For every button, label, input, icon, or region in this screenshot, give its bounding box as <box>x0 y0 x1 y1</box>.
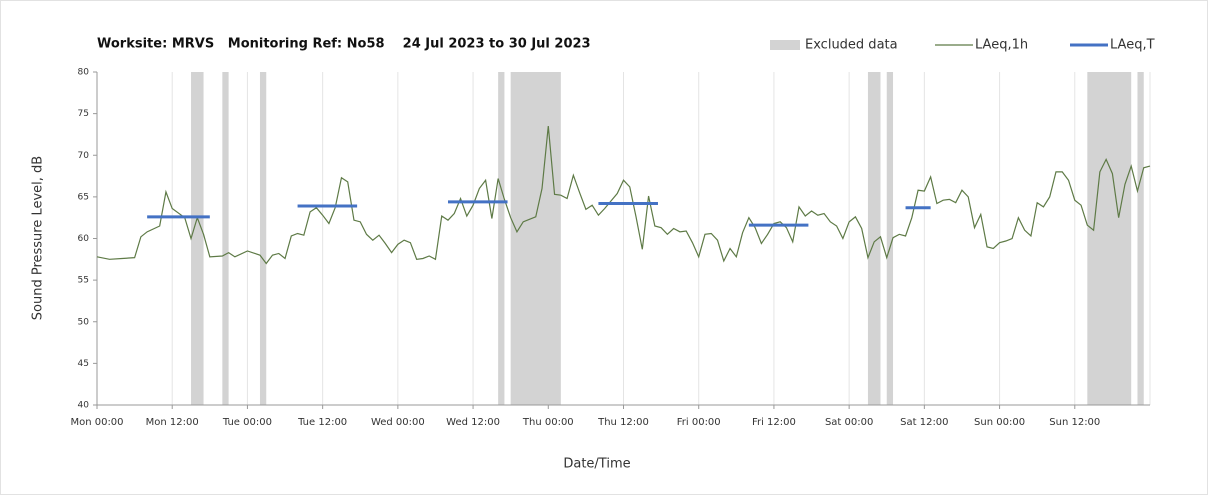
excluded-band <box>222 72 229 405</box>
x-tick-label: Tue 12:00 <box>297 417 347 428</box>
x-tick-label: Sat 12:00 <box>900 417 948 428</box>
excluded-band <box>1087 72 1132 405</box>
y-tick-label: 60 <box>78 234 90 244</box>
x-tick-label: Fri 12:00 <box>752 417 796 428</box>
y-tick-label: 40 <box>78 401 90 411</box>
line-series <box>96 126 1151 265</box>
excluded-band <box>191 72 204 405</box>
x-tick-label: Mon 12:00 <box>146 417 199 428</box>
x-axis-title: Date/Time <box>563 457 630 472</box>
x-tick-label: Thu 00:00 <box>522 417 574 428</box>
x-tick-label: Wed 12:00 <box>446 417 500 428</box>
chart-title: Worksite: MRVS Monitoring Ref: No58 24 J… <box>97 37 591 52</box>
excluded-band <box>1137 72 1144 405</box>
x-tick-label: Thu 12:00 <box>597 417 649 428</box>
legend-swatch <box>770 40 800 50</box>
x-tick-label: Fri 00:00 <box>677 417 721 428</box>
y-axis-title: Sound Pressure Level, dB <box>31 156 46 320</box>
x-tick-label: Sat 00:00 <box>825 417 873 428</box>
x-tick-label: Mon 00:00 <box>70 417 123 428</box>
y-tick-label: 45 <box>78 359 89 369</box>
y-tick-label: 80 <box>78 68 90 78</box>
y-tick-label: 75 <box>78 109 89 119</box>
excluded-band <box>867 72 881 405</box>
y-tick-label: 50 <box>78 317 90 327</box>
excluded-band <box>498 72 505 405</box>
y-tick-label: 70 <box>78 151 90 161</box>
legend-label: LAeq,1h <box>975 38 1028 53</box>
legend-label: LAeq,T <box>1110 38 1155 53</box>
excluded-band <box>259 72 267 405</box>
legend-label: Excluded data <box>805 38 898 53</box>
y-tick-label: 55 <box>78 276 89 286</box>
x-tick-label: Tue 00:00 <box>222 417 272 428</box>
excluded-band <box>886 72 894 405</box>
x-tick-label: Wed 00:00 <box>371 417 425 428</box>
x-tick-label: Sun 12:00 <box>1049 417 1100 428</box>
x-tick-label: Sun 00:00 <box>974 417 1025 428</box>
y-tick-label: 65 <box>78 192 89 202</box>
excluded-band <box>510 72 561 405</box>
